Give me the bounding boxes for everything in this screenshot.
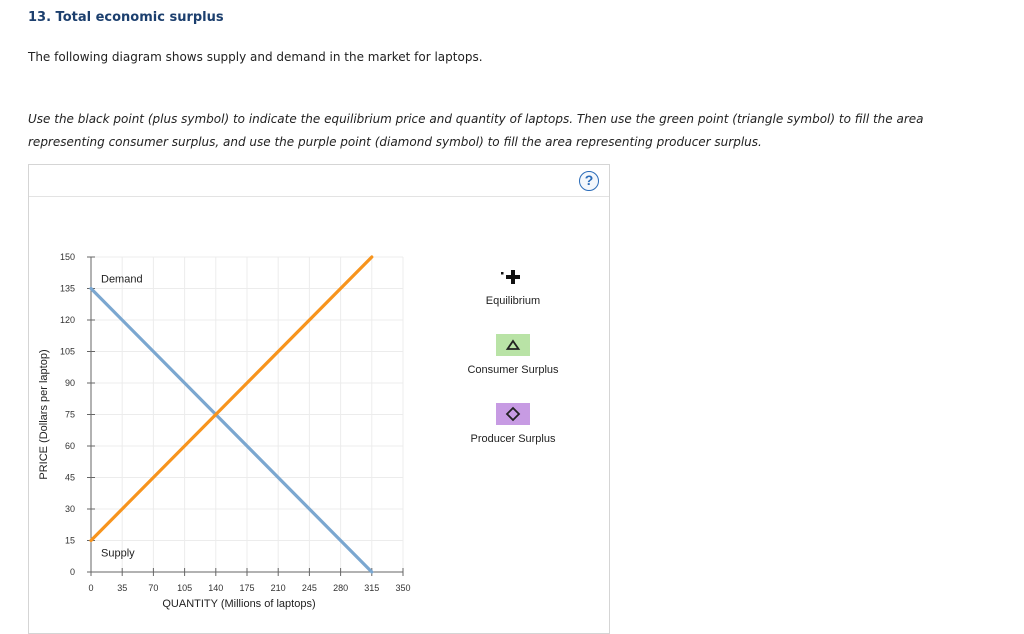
x-tick-label: 175: [239, 583, 254, 593]
panel-header: ?: [29, 165, 609, 197]
x-tick-label: 280: [333, 583, 348, 593]
x-tick-label: 245: [302, 583, 317, 593]
y-tick-label: 90: [65, 378, 75, 388]
supply-label: Supply: [101, 548, 135, 560]
x-axis-title: QUANTITY (Millions of laptops): [162, 598, 315, 610]
x-tick-label: 210: [271, 583, 286, 593]
demand-label: Demand: [101, 274, 143, 286]
legend-label-equilibrium: Equilibrium: [485, 295, 541, 307]
y-axis-title: PRICE (Dollars per laptop): [38, 349, 50, 479]
demand-curve: [89, 286, 374, 574]
question-title: 13. Total economic surplus: [28, 10, 224, 25]
x-tick-label: 140: [208, 583, 223, 593]
equilibrium-point-tool[interactable]: [496, 265, 530, 287]
plus-icon: [501, 270, 520, 284]
y-tick-label: 105: [60, 347, 75, 357]
x-tick-label: 105: [177, 583, 192, 593]
graph-panel: ? 0 35 70 105 140 175 210 245 280 315 350 0 15 30 45 60…: [28, 164, 610, 634]
legend-equilibrium[interactable]: Equilibrium: [473, 265, 553, 307]
x-tick-label: 315: [364, 583, 379, 593]
y-tick-label: 15: [65, 536, 75, 546]
y-tick-label: 30: [65, 504, 75, 514]
supply-demand-chart: 0 35 70 105 140 175 210 245 280 315 350 0 15 30 45 60 75…: [38, 252, 411, 610]
y-tick-label: 0: [70, 567, 75, 577]
y-tick-label: 120: [60, 315, 75, 325]
legend-consumer-surplus[interactable]: Consumer Surplus: [453, 334, 573, 376]
x-tick-label: 35: [117, 583, 127, 593]
producer-surplus-tool[interactable]: [496, 403, 530, 425]
help-button[interactable]: ?: [579, 171, 599, 191]
y-tick-label: 150: [60, 252, 75, 262]
legend-producer-surplus[interactable]: Producer Surplus: [453, 403, 573, 445]
x-tick-label: 70: [148, 583, 158, 593]
y-tick-label: 60: [65, 441, 75, 451]
question-instructions: Use the black point (plus symbol) to ind…: [28, 112, 924, 149]
x-tick-label: 350: [395, 583, 410, 593]
diamond-icon: [505, 406, 521, 422]
legend-label-consumer-surplus: Consumer Surplus: [467, 364, 559, 376]
legend-label-producer-surplus: Producer Surplus: [470, 433, 556, 445]
consumer-surplus-tool[interactable]: [496, 334, 530, 356]
question-intro: The following diagram shows supply and d…: [28, 50, 483, 64]
supply-curve: [89, 255, 374, 543]
y-tick-label: 45: [65, 473, 75, 483]
x-tick-label: 0: [88, 583, 93, 593]
y-tick-label: 135: [60, 284, 75, 294]
triangle-icon: [505, 339, 521, 350]
y-tick-label: 75: [65, 410, 75, 420]
